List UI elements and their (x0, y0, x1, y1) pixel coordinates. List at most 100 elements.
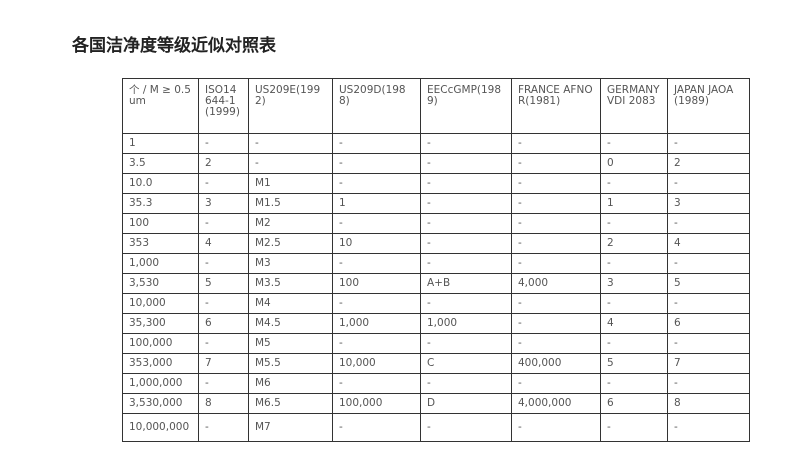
table-cell: - (198, 213, 249, 234)
table-cell: M4 (248, 293, 333, 314)
table-row: 3,530 5 M3.5 100 A+B 4,000 3 5 (122, 273, 750, 294)
table-cell: 353,000 (122, 353, 199, 374)
table-cell: 4 (600, 313, 668, 334)
table-cell: 3,530 (122, 273, 199, 294)
column-header: US209D(1988) (332, 78, 421, 134)
table-cell: M1 (248, 173, 333, 194)
table-cell: - (248, 133, 333, 154)
table-cell: - (511, 133, 601, 154)
table-cell: - (667, 373, 750, 394)
table-cell: - (420, 373, 512, 394)
table-cell: - (667, 173, 750, 194)
table-cell: M3.5 (248, 273, 333, 294)
table-cell: 4 (198, 233, 249, 254)
column-header: GERMANY VDI 2083 (600, 78, 668, 134)
table-cell: 2 (667, 153, 750, 174)
table-cell: - (667, 133, 750, 154)
table-cell: - (332, 173, 421, 194)
page-title: 各国洁净度等级近似对照表 (72, 36, 276, 56)
table-cell: M6.5 (248, 393, 333, 414)
table-cell: 1,000 (122, 253, 199, 274)
table-cell: - (511, 253, 601, 274)
table-cell: M3 (248, 253, 333, 274)
table-row: 10.0- M1- - - - - (122, 173, 750, 194)
table-cell: - (198, 293, 249, 314)
table-cell: - (198, 133, 249, 154)
table-cell: 3 (198, 193, 249, 214)
column-header: EECcGMP(1989) (420, 78, 512, 134)
table-cell: - (511, 173, 601, 194)
table-cell: 8 (667, 393, 750, 414)
table-cell: 100,000 (332, 393, 421, 414)
table-cell: M7 (248, 413, 333, 442)
table-cell: - (667, 333, 750, 354)
table-cell: - (511, 233, 601, 254)
column-header: FRANCE AFNOR(1981) (511, 78, 601, 134)
table-cell: 7 (198, 353, 249, 374)
table-cell: M2 (248, 213, 333, 234)
table-cell: - (420, 193, 512, 214)
table-cell: - (600, 213, 668, 234)
table-row: 35.3 3 M1.5 1- -1 3 (122, 193, 750, 214)
table-cell: 1,000,000 (122, 373, 199, 394)
table-cell: 100 (332, 273, 421, 294)
table-cell: - (420, 293, 512, 314)
table-cell: M6 (248, 373, 333, 394)
table-cell: 4,000 (511, 273, 601, 294)
table-cell: - (511, 413, 601, 442)
table-cell: - (600, 253, 668, 274)
table-cell: D (420, 393, 512, 414)
table-row: 3.5 2- - - -0 2 (122, 153, 750, 174)
column-header: ISO14644-1(1999) (198, 78, 249, 134)
table-cell: 353 (122, 233, 199, 254)
table-cell: 3 (600, 273, 668, 294)
table-cell: 10.0 (122, 173, 199, 194)
cleanliness-comparison-table: 个 / M ≥ 0.5um ISO14644-1(1999) US209E(1992… (122, 78, 750, 442)
table-cell: 35,300 (122, 313, 199, 334)
table-cell: - (332, 413, 421, 442)
table-cell: - (332, 213, 421, 234)
table-cell: 10,000 (332, 353, 421, 374)
table-cell: 6 (667, 313, 750, 334)
table-row: 35,300 6 M4.5 1,000 1,000-4 6 (122, 313, 750, 334)
column-header: 个 / M ≥ 0.5um (122, 78, 199, 134)
table-cell: - (420, 413, 512, 442)
table-cell: 10,000 (122, 293, 199, 314)
table-cell: 8 (198, 393, 249, 414)
table-cell: - (332, 333, 421, 354)
table-row: 100- M2- - - - - (122, 213, 750, 234)
table-cell: 5 (600, 353, 668, 374)
table-cell: 1,000 (420, 313, 512, 334)
table-cell: 3,530,000 (122, 393, 199, 414)
table-cell: - (511, 333, 601, 354)
table-row: 1,000- M3- - - - - (122, 253, 750, 274)
table-cell: - (198, 173, 249, 194)
table-cell: - (420, 153, 512, 174)
table-cell: 3 (667, 193, 750, 214)
table-cell: - (198, 373, 249, 394)
table-cell: - (511, 293, 601, 314)
column-header: JAPAN JAOA(1989) (667, 78, 750, 134)
table-cell: 400,000 (511, 353, 601, 374)
table-row: 1,000,000- M6- - - - - (122, 373, 750, 394)
table-cell: 3.5 (122, 153, 199, 174)
table-cell: 1 (122, 133, 199, 154)
table-cell: 1,000 (332, 313, 421, 334)
table-cell: - (511, 313, 601, 334)
table-cell: 2 (198, 153, 249, 174)
table-cell: - (332, 373, 421, 394)
table-cell: 6 (600, 393, 668, 414)
table-cell: 1 (332, 193, 421, 214)
table-row: 353 4 M2.5 10- -2 4 (122, 233, 750, 254)
table-cell: - (667, 253, 750, 274)
table-row: 353,000 7 M5.5 10,000 C 400,000 5 7 (122, 353, 750, 374)
table-row: 100,000- M5- - - - - (122, 333, 750, 354)
table-cell: M2.5 (248, 233, 333, 254)
table-cell: - (600, 413, 668, 442)
table-cell: 2 (600, 233, 668, 254)
table-cell: - (667, 293, 750, 314)
table-cell: C (420, 353, 512, 374)
table-cell: - (667, 213, 750, 234)
table-cell: - (420, 333, 512, 354)
table-cell: - (600, 333, 668, 354)
